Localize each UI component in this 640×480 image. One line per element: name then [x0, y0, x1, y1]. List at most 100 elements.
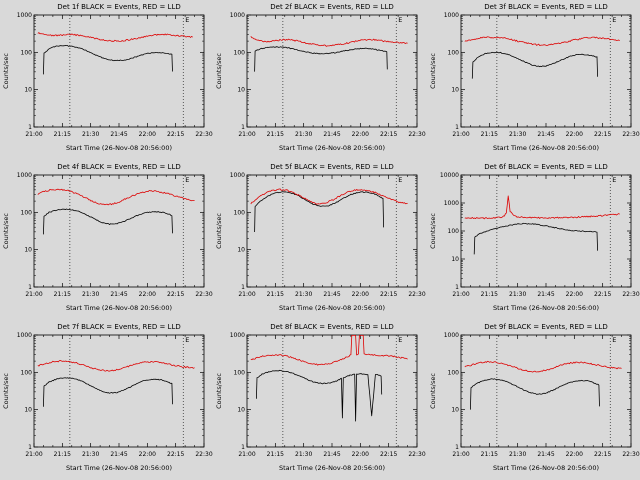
x-tick-label: 22:00: [139, 291, 156, 298]
y-tick-label: 100: [234, 209, 246, 216]
x-tick-label: 22:30: [409, 291, 426, 298]
y-tick-label: 10000: [440, 172, 459, 179]
y-tick-label: 1: [455, 444, 459, 451]
events-series-line: [469, 378, 600, 410]
events-series-line: [254, 191, 385, 233]
x-tick-label: 22:00: [565, 451, 582, 458]
panel-det-8f: Det 8f BLACK = Events, RED = LLD 21:00 21:…: [213, 320, 426, 480]
y-tick-label: 1: [242, 284, 246, 291]
eclipse-marker-label: E: [399, 336, 403, 344]
x-tick-label: 21:45: [110, 131, 127, 138]
eclipse-marker-label: E: [612, 176, 616, 184]
y-tick-label: 100: [447, 369, 459, 376]
plot-det-9f: Det 9f BLACK = Events, RED = LLD 21:00 21:…: [429, 323, 640, 472]
panel-det-5f: Det 5f BLACK = Events, RED = LLD 21:00 21:…: [213, 160, 426, 320]
x-tick-label: 22:00: [565, 291, 582, 298]
x-tick-label: 22:30: [409, 131, 426, 138]
x-tick-label: 21:45: [537, 131, 554, 138]
panel-det-6f: Det 6f BLACK = Events, RED = LLD 21:00 21:…: [427, 160, 640, 320]
x-tick-label: 22:15: [594, 451, 611, 458]
plot-det-5f: Det 5f BLACK = Events, RED = LLD 21:00 21:…: [215, 163, 426, 312]
x-tick-label: 21:15: [267, 131, 284, 138]
x-tick-label: 22:30: [622, 451, 639, 458]
y-tick-label: 1: [455, 284, 459, 291]
plot-frame: [246, 334, 418, 448]
x-tick-label: 22:00: [352, 451, 369, 458]
x-tick-label: 21:00: [239, 131, 256, 138]
x-tick-label: 21:00: [239, 451, 256, 458]
events-series-line: [43, 377, 173, 407]
y-tick-label: 1000: [230, 332, 245, 339]
x-tick-label: 22:30: [622, 291, 639, 298]
plot-det-8f: Det 8f BLACK = Events, RED = LLD 21:00 21:…: [215, 323, 426, 472]
plot-det-2f: Det 2f BLACK = Events, RED = LLD 21:00 21:…: [215, 3, 426, 152]
lld-series-line: [37, 360, 195, 372]
x-axis-label: Start Time (26-Nov-08 20:56:00): [66, 304, 172, 312]
x-tick-label: 21:45: [110, 291, 127, 298]
lld-series-line: [37, 32, 193, 42]
panel-title: Det 8f BLACK = Events, RED = LLD: [271, 323, 394, 331]
x-tick-label: 22:15: [380, 131, 397, 138]
x-tick-label: 22:30: [195, 131, 212, 138]
plot-det-4f: Det 4f BLACK = Events, RED = LLD 21:00 21:…: [2, 163, 213, 312]
panel-det-3f: Det 3f BLACK = Events, RED = LLD 21:00 21:…: [427, 0, 640, 160]
x-axis-label: Start Time (26-Nov-08 20:56:00): [66, 144, 172, 152]
lld-series-line: [250, 188, 409, 205]
y-tick-label: 1: [28, 284, 32, 291]
lld-series-line: [250, 36, 409, 47]
y-tick-label: 10: [238, 87, 246, 94]
x-tick-label: 21:30: [82, 291, 99, 298]
y-tick-label: 1000: [230, 12, 245, 19]
panel-det-1f: Det 1f BLACK = Events, RED = LLD 21:00 21:…: [0, 0, 213, 160]
x-tick-label: 21:45: [324, 131, 341, 138]
y-tick-label: 1: [455, 124, 459, 131]
x-axis-label: Start Time (26-Nov-08 20:56:00): [493, 304, 599, 312]
x-tick-label: 21:15: [54, 131, 71, 138]
events-series-line: [43, 45, 173, 75]
y-tick-label: 10: [24, 87, 32, 94]
y-axis-label: Counts/sec: [429, 373, 437, 409]
x-tick-label: 22:00: [565, 131, 582, 138]
y-tick-label: 100: [447, 228, 459, 235]
x-axis-label: Start Time (26-Nov-08 20:56:00): [493, 464, 599, 472]
x-tick-label: 21:45: [537, 291, 554, 298]
panel-det-2f: Det 2f BLACK = Events, RED = LLD 21:00 21:…: [213, 0, 426, 160]
eclipse-marker-label: E: [185, 336, 189, 344]
y-tick-label: 1000: [230, 172, 245, 179]
y-tick-label: 10: [24, 247, 32, 254]
x-tick-label: 22:15: [594, 291, 611, 298]
eclipse-marker-label: E: [612, 16, 616, 24]
y-axis-label: Counts/sec: [215, 213, 223, 249]
x-tick-label: 21:15: [480, 291, 497, 298]
plot-frame: [460, 334, 632, 448]
x-tick-label: 21:00: [452, 451, 469, 458]
plot-det-6f: Det 6f BLACK = Events, RED = LLD 21:00 21:…: [429, 163, 640, 312]
events-series-line: [473, 222, 598, 255]
y-tick-label: 1000: [443, 332, 458, 339]
plot-frame: [33, 334, 205, 448]
x-tick-label: 22:30: [195, 291, 212, 298]
panel-title: Det 7f BLACK = Events, RED = LLD: [57, 323, 180, 331]
x-tick-label: 21:30: [509, 131, 526, 138]
panel-det-4f: Det 4f BLACK = Events, RED = LLD 21:00 21:…: [0, 160, 213, 320]
x-tick-label: 22:00: [352, 131, 369, 138]
x-axis-label: Start Time (26-Nov-08 20:56:00): [493, 144, 599, 152]
x-tick-label: 21:45: [324, 291, 341, 298]
panel-title: Det 2f BLACK = Events, RED = LLD: [271, 3, 394, 11]
y-tick-label: 100: [447, 49, 459, 56]
plot-det-3f: Det 3f BLACK = Events, RED = LLD 21:00 21:…: [429, 3, 640, 152]
x-tick-label: 21:30: [295, 291, 312, 298]
y-axis-label: Counts/sec: [2, 53, 10, 89]
y-tick-label: 10: [24, 407, 32, 414]
x-tick-label: 21:00: [239, 291, 256, 298]
x-tick-label: 22:30: [409, 451, 426, 458]
x-tick-label: 21:00: [25, 291, 42, 298]
y-axis-label: Counts/sec: [429, 53, 437, 89]
x-tick-label: 21:30: [82, 131, 99, 138]
panel-title: Det 4f BLACK = Events, RED = LLD: [57, 163, 180, 171]
x-tick-label: 21:00: [452, 131, 469, 138]
x-tick-label: 22:00: [139, 451, 156, 458]
x-tick-label: 21:45: [110, 451, 127, 458]
panel-det-7f: Det 7f BLACK = Events, RED = LLD 21:00 21:…: [0, 320, 213, 480]
events-series-line: [256, 369, 383, 422]
